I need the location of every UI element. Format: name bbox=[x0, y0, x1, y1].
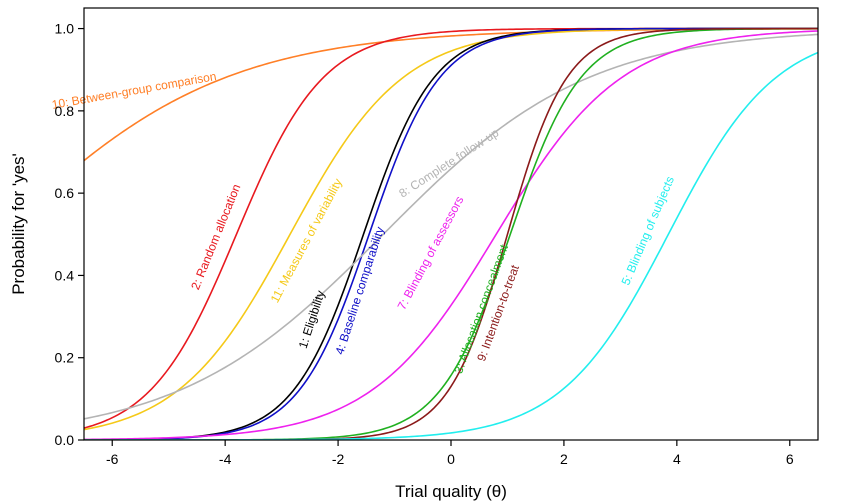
series-line-10 bbox=[84, 51, 818, 440]
y-axis: 0.0 0.2 0.4 0.6 0.8 1.0 bbox=[55, 21, 84, 448]
y-tick-label-4: 0.8 bbox=[55, 103, 75, 119]
x-tick-label-5: 4 bbox=[673, 451, 681, 467]
x-axis-label: Trial quality (θ) bbox=[395, 482, 507, 501]
y-tick-label-3: 0.6 bbox=[55, 185, 75, 201]
x-tick-label-2: -2 bbox=[332, 451, 345, 467]
series-line-6 bbox=[84, 33, 818, 420]
x-tick-label-4: 2 bbox=[560, 451, 568, 467]
y-axis-label: Probability for 'yes' bbox=[9, 153, 28, 295]
series-label-1: 10: Between-group comparison bbox=[51, 69, 218, 112]
series-label-10: 5: Blinding of subjects bbox=[619, 174, 678, 287]
x-tick-label-1: -4 bbox=[219, 451, 232, 467]
y-tick-label-2: 0.4 bbox=[55, 267, 75, 283]
x-tick-label-6: 6 bbox=[786, 451, 794, 467]
curves-layer bbox=[84, 27, 818, 440]
series-line-1 bbox=[84, 28, 818, 162]
x-tick-label-0: -6 bbox=[106, 451, 119, 467]
y-tick-label-0: 0.0 bbox=[55, 432, 75, 448]
y-tick-label-5: 1.0 bbox=[55, 21, 75, 37]
y-tick-label-1: 0.2 bbox=[55, 350, 75, 366]
series-line-7 bbox=[84, 30, 818, 440]
series-label-6: 8: Complete follow-up bbox=[396, 125, 501, 200]
x-axis: -6 -4 -2 0 2 4 6 bbox=[106, 440, 794, 467]
x-tick-label-3: 0 bbox=[447, 451, 455, 467]
series-label-3: 11: Measures of variability bbox=[268, 176, 345, 305]
